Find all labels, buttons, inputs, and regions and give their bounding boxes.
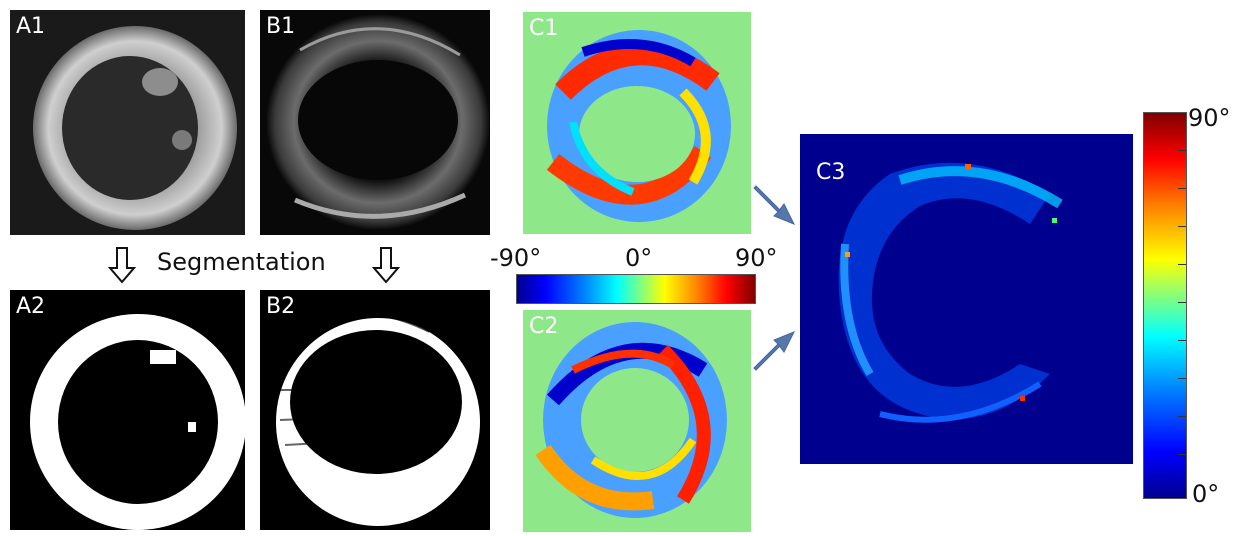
colorbar-tick xyxy=(1178,378,1186,379)
panel-b2-segmented-ultrasound: B2 xyxy=(260,290,490,530)
panel-c3-difference-map: C3 xyxy=(800,134,1133,464)
colorbar-tick xyxy=(1178,454,1186,455)
colorbar-tick xyxy=(1178,302,1186,303)
colorbar-tick xyxy=(1178,416,1186,417)
panel-label: C3 xyxy=(816,160,846,185)
colorbar-tick xyxy=(1178,188,1186,189)
panel-c2-angle-map: C2 xyxy=(523,310,751,532)
panel-label: C1 xyxy=(529,16,559,41)
vertical-colorbar-max-label: 90° xyxy=(1188,104,1231,132)
colorbar-tick xyxy=(1178,150,1186,151)
vertical-colorbar xyxy=(1143,112,1187,499)
horizontal-colorbar xyxy=(516,274,756,304)
colorbar-mid-label: 0° xyxy=(625,244,653,272)
arrow-down-icon xyxy=(372,247,400,284)
panel-a2-segmented-mri: A2 xyxy=(10,290,245,530)
panel-label: A2 xyxy=(16,294,46,319)
colorbar-tick xyxy=(1178,226,1186,227)
panel-label: B1 xyxy=(266,14,296,39)
colorbar-min-label: -90° xyxy=(490,244,542,272)
segmentation-label: Segmentation xyxy=(157,248,326,276)
colorbar-tick xyxy=(1178,340,1186,341)
panel-label: B2 xyxy=(266,294,296,319)
panel-c1-angle-map: C1 xyxy=(523,12,751,234)
arrow-down-icon xyxy=(108,247,136,284)
vertical-colorbar-min-label: 0° xyxy=(1192,480,1220,508)
colorbar-max-label: 90° xyxy=(735,244,778,272)
arrow-right-up-icon xyxy=(753,331,796,371)
panel-b1-ultrasound-image: B1 xyxy=(260,10,490,235)
arrow-right-down-icon xyxy=(753,185,796,225)
panel-label: A1 xyxy=(16,14,46,39)
panel-a1-mri-image: A1 xyxy=(10,10,245,235)
colorbar-tick xyxy=(1178,264,1186,265)
panel-label: C2 xyxy=(529,314,559,339)
